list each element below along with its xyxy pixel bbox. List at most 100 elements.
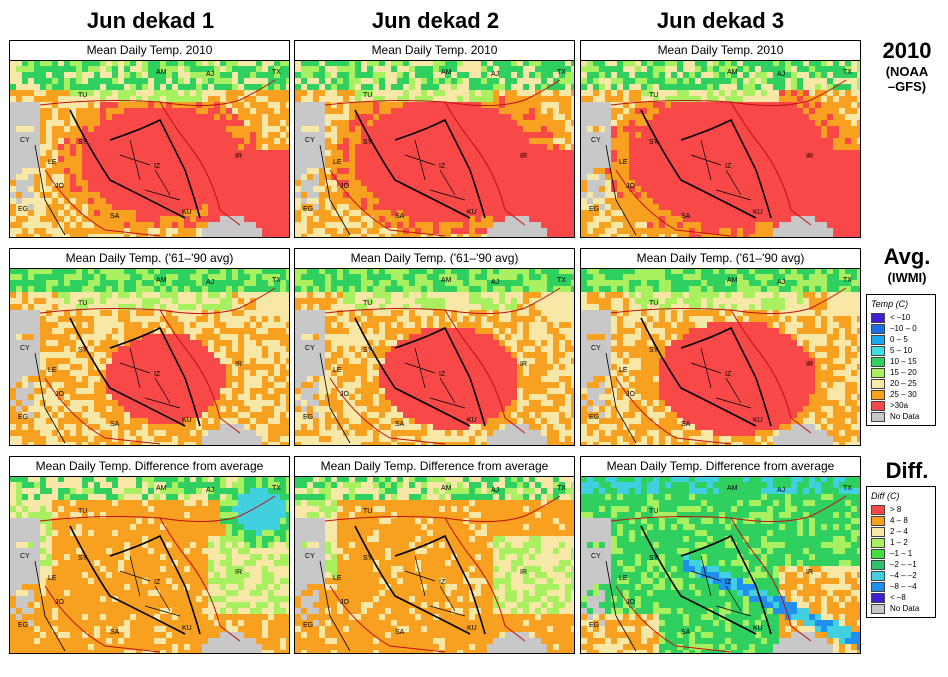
- map-cell: [238, 132, 244, 138]
- map-cell: [190, 126, 196, 132]
- map-cell: [845, 78, 851, 84]
- map-cell: [142, 280, 148, 286]
- map-cell: [647, 120, 653, 126]
- map-cell: [232, 168, 238, 174]
- map-cell: [10, 174, 16, 180]
- map-cell: [553, 78, 559, 84]
- map-cell: [238, 274, 244, 280]
- map-cell: [749, 222, 755, 228]
- map-cell: [427, 120, 433, 126]
- map-cell: [190, 168, 196, 174]
- map-cell: [172, 156, 178, 162]
- map-cell: [737, 186, 743, 192]
- map-cell: [647, 156, 653, 162]
- map-cell: [22, 138, 28, 144]
- map-cell: [535, 192, 541, 198]
- map-cell: [827, 234, 833, 237]
- map-cell: [457, 108, 463, 114]
- map-cell: [761, 150, 767, 156]
- map-cell: [262, 120, 268, 126]
- temp-legend-swatch: [871, 323, 885, 334]
- map-cell: [791, 162, 797, 168]
- map-cell: [671, 174, 677, 180]
- map-cell: [262, 310, 268, 316]
- map-cell: [725, 222, 731, 228]
- map-cell: [88, 120, 94, 126]
- map-cell: [767, 120, 773, 126]
- map-cell: [178, 180, 184, 186]
- map-cell: [58, 180, 64, 186]
- map-cell: [319, 192, 325, 198]
- map-cell: [268, 78, 274, 84]
- map-cell: [70, 292, 76, 298]
- map-cell: [88, 280, 94, 286]
- map-cell: [184, 268, 190, 274]
- map-cell: [707, 156, 713, 162]
- map-cell: [857, 144, 860, 150]
- map-cell: [635, 216, 641, 222]
- map-cell: [701, 90, 707, 96]
- map-cell: [22, 274, 28, 280]
- map-cell: [10, 198, 16, 204]
- map-cell: [142, 132, 148, 138]
- map-cell: [52, 96, 58, 102]
- map-cell: [617, 228, 623, 234]
- map-cell: [499, 234, 505, 237]
- map-cell: [373, 168, 379, 174]
- map-cell: [731, 210, 737, 216]
- map-cell: [547, 72, 553, 78]
- map-cell: [166, 222, 172, 228]
- map-cell: [617, 108, 623, 114]
- map-cell: [623, 132, 629, 138]
- map-cell: [319, 204, 325, 210]
- map-cell: [469, 144, 475, 150]
- map-cell: [202, 286, 208, 292]
- map-cell: [40, 280, 46, 286]
- map-cell: [190, 60, 196, 66]
- map-cell: [547, 84, 553, 90]
- row-label-diff: Diff.: [868, 458, 946, 484]
- map-cell: [367, 216, 373, 222]
- map-cell: [731, 234, 737, 237]
- map-cell: [605, 108, 611, 114]
- map-cell: [220, 96, 226, 102]
- map-cell: [427, 126, 433, 132]
- map-cell: [58, 274, 64, 280]
- map-cell: [22, 78, 28, 84]
- map-cell: [142, 162, 148, 168]
- map-cell: [565, 204, 571, 210]
- map-cell: [22, 108, 28, 114]
- map-cell: [463, 192, 469, 198]
- map-cell: [220, 114, 226, 120]
- map-label-ku: KU: [182, 209, 192, 216]
- map-cell: [148, 340, 154, 346]
- map-cell: [274, 274, 280, 280]
- map-cell: [623, 96, 629, 102]
- map-cell: [274, 204, 280, 210]
- map-cell: [325, 72, 331, 78]
- map-cell: [214, 304, 220, 310]
- map-cell: [238, 234, 244, 237]
- map-cell: [130, 168, 136, 174]
- map-cell: [319, 90, 325, 96]
- map-cell: [403, 138, 409, 144]
- map-cell: [445, 174, 451, 180]
- map-label-le: LE: [333, 159, 342, 166]
- map-cell: [250, 286, 256, 292]
- map-cell: [499, 126, 505, 132]
- map-cell: [367, 186, 373, 192]
- map-cell: [457, 228, 463, 234]
- map-cell: [725, 216, 731, 222]
- map-cell: [325, 198, 331, 204]
- map-cell: [451, 72, 457, 78]
- map-cell: [286, 228, 289, 234]
- map-cell: [617, 210, 623, 216]
- map-cell: [517, 60, 523, 66]
- map-cell: [559, 72, 565, 78]
- map-cell: [112, 198, 118, 204]
- map-cell: [10, 78, 16, 84]
- map-cell: [379, 60, 385, 66]
- map-cell: [571, 186, 574, 192]
- map-cell: [52, 310, 58, 316]
- map-cell: [641, 84, 647, 90]
